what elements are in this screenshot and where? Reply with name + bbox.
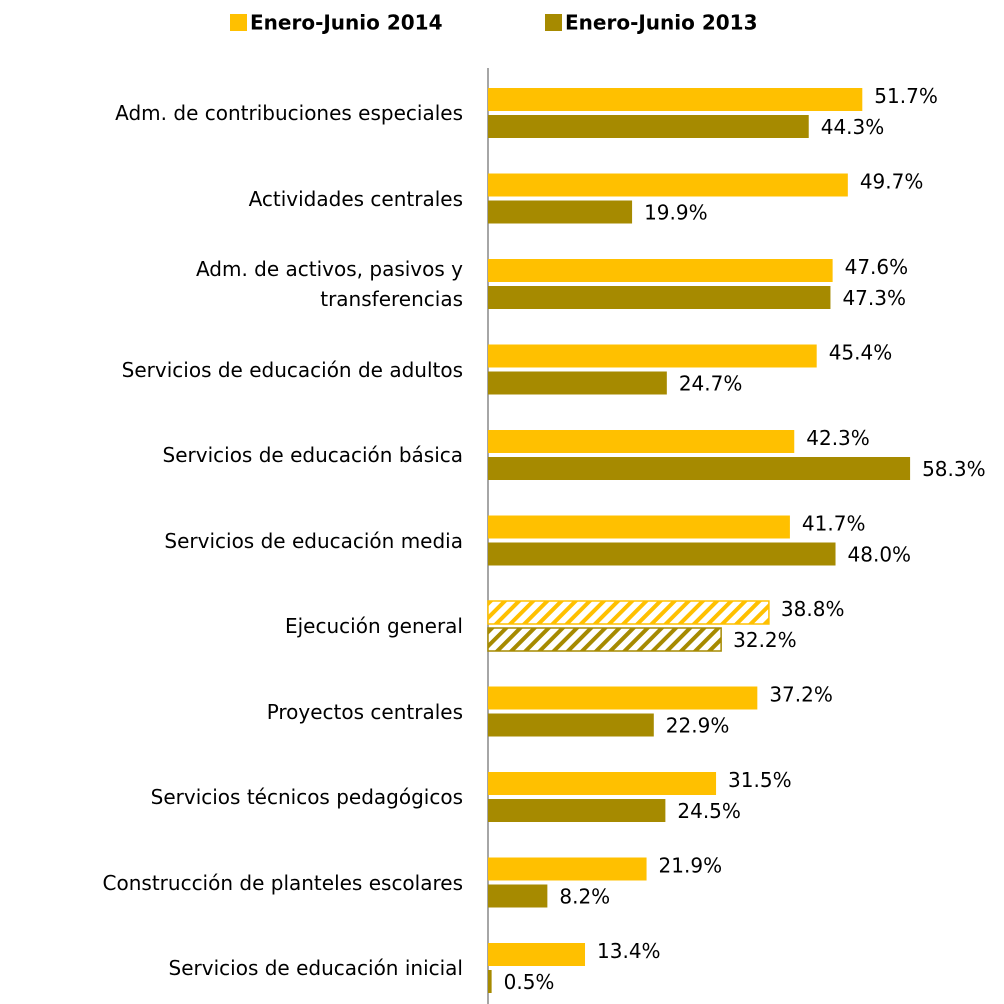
category-label: Construcción de planteles escolares bbox=[102, 870, 463, 895]
category-label: Servicios de educación de adultos bbox=[121, 357, 463, 382]
category-label: Servicios de educación básica bbox=[162, 443, 463, 467]
value-label: 37.2% bbox=[769, 683, 833, 707]
legend-label: Enero-Junio 2013 bbox=[565, 11, 758, 35]
category-label: Ejecución general bbox=[284, 614, 463, 638]
bar bbox=[488, 200, 633, 224]
value-label: 58.3% bbox=[922, 457, 986, 481]
value-label: 13.4% bbox=[597, 939, 661, 963]
bar bbox=[488, 542, 836, 566]
value-label: 45.4% bbox=[829, 341, 893, 365]
legend-swatch bbox=[230, 14, 247, 31]
bar bbox=[488, 286, 831, 309]
category-label: Actividades centrales bbox=[248, 186, 463, 211]
legend-label: Enero-Junio 2014 bbox=[250, 11, 443, 35]
value-label: 47.6% bbox=[845, 255, 909, 279]
legend-swatch bbox=[545, 14, 562, 31]
value-label: 21.9% bbox=[659, 854, 723, 878]
value-label: 42.3% bbox=[806, 426, 870, 450]
bar bbox=[488, 772, 717, 795]
value-label: 31.5% bbox=[728, 768, 792, 792]
bar bbox=[488, 173, 848, 197]
value-label: 24.5% bbox=[677, 799, 741, 823]
value-label: 41.7% bbox=[802, 512, 866, 536]
bar bbox=[488, 371, 667, 395]
value-label: 22.9% bbox=[666, 714, 730, 738]
bar bbox=[488, 943, 586, 966]
category-label: Adm. de contribuciones especiales bbox=[115, 101, 463, 125]
bar bbox=[488, 344, 817, 368]
bar bbox=[488, 515, 790, 539]
category-label: Adm. de activos, pasivos y transferencia… bbox=[195, 257, 463, 311]
value-label: 0.5% bbox=[504, 970, 555, 994]
bar bbox=[488, 857, 647, 881]
bar bbox=[488, 88, 863, 111]
bar bbox=[488, 457, 911, 480]
bar bbox=[488, 884, 548, 908]
value-label: 44.3% bbox=[821, 115, 885, 139]
value-label: 8.2% bbox=[559, 885, 610, 909]
category-label: Proyectos centrales bbox=[266, 699, 463, 724]
value-label: 49.7% bbox=[860, 170, 924, 194]
value-label: 38.8% bbox=[781, 597, 845, 621]
category-label: Servicios técnicos pedagógicos bbox=[150, 785, 463, 809]
bar bbox=[488, 970, 492, 993]
bar bbox=[488, 115, 809, 138]
value-label: 47.3% bbox=[842, 286, 906, 310]
value-label: 32.2% bbox=[733, 628, 797, 652]
bar bbox=[487, 627, 722, 652]
bar bbox=[488, 713, 654, 737]
value-label: 19.9% bbox=[644, 201, 708, 225]
category-label: Servicios de educación media bbox=[164, 528, 463, 553]
value-label: 24.7% bbox=[679, 372, 743, 396]
bar bbox=[488, 799, 666, 822]
category-label: Servicios de educación inicial bbox=[168, 956, 463, 980]
bar bbox=[487, 600, 770, 625]
value-label: 48.0% bbox=[848, 543, 912, 567]
bar bbox=[488, 259, 833, 282]
bar bbox=[488, 686, 758, 710]
value-label: 51.7% bbox=[874, 84, 938, 108]
bar bbox=[488, 430, 795, 453]
